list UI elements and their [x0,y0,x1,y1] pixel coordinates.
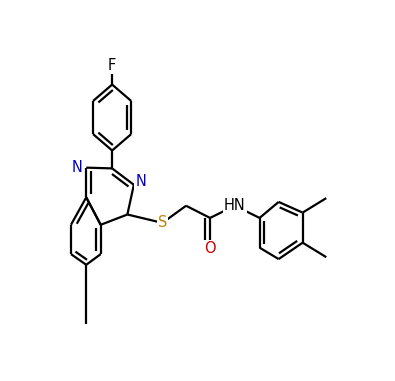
Text: N: N [71,160,83,175]
Text: O: O [204,241,216,256]
Text: N: N [135,174,146,189]
Text: F: F [108,58,116,74]
Text: S: S [158,215,167,231]
Text: HN: HN [224,198,246,213]
